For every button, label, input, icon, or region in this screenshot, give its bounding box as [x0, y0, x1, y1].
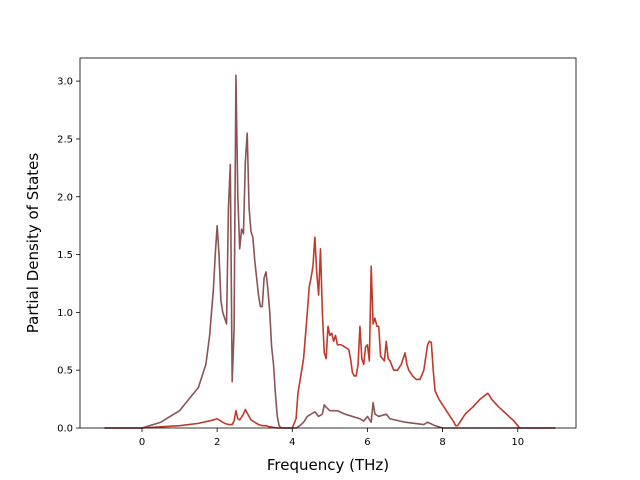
x-tick-label: 8	[439, 437, 445, 448]
y-tick-label: 2.5	[57, 134, 73, 145]
series-line-1	[104, 236, 556, 429]
y-axis-label: Partial Density of States	[24, 153, 42, 334]
x-tick-label: 2	[214, 437, 220, 448]
y-tick-label: 1.0	[57, 308, 73, 319]
plot-frame	[79, 57, 577, 429]
series-layer	[104, 74, 556, 429]
y-tick-label: 0.0	[57, 424, 73, 435]
x-tick-label: 10	[511, 437, 524, 448]
y-tick-label: 2.0	[57, 192, 73, 203]
y-tick-label: 1.5	[57, 250, 73, 261]
y-axis-ticks: 0.0 0.5 1.0 1.5 2.0 2.5 3.0	[57, 77, 80, 435]
x-tick-label: 4	[289, 437, 295, 448]
y-tick-label: 3.0	[57, 77, 73, 88]
x-tick-label: 6	[364, 437, 370, 448]
x-axis-ticks: 0 2 4 6 8 10	[139, 428, 524, 448]
plot-area	[80, 58, 576, 428]
y-tick-label: 0.5	[57, 366, 73, 377]
x-axis-label: Frequency (THz)	[267, 456, 389, 474]
x-tick-label: 0	[139, 437, 145, 448]
series-line-2	[104, 74, 556, 429]
